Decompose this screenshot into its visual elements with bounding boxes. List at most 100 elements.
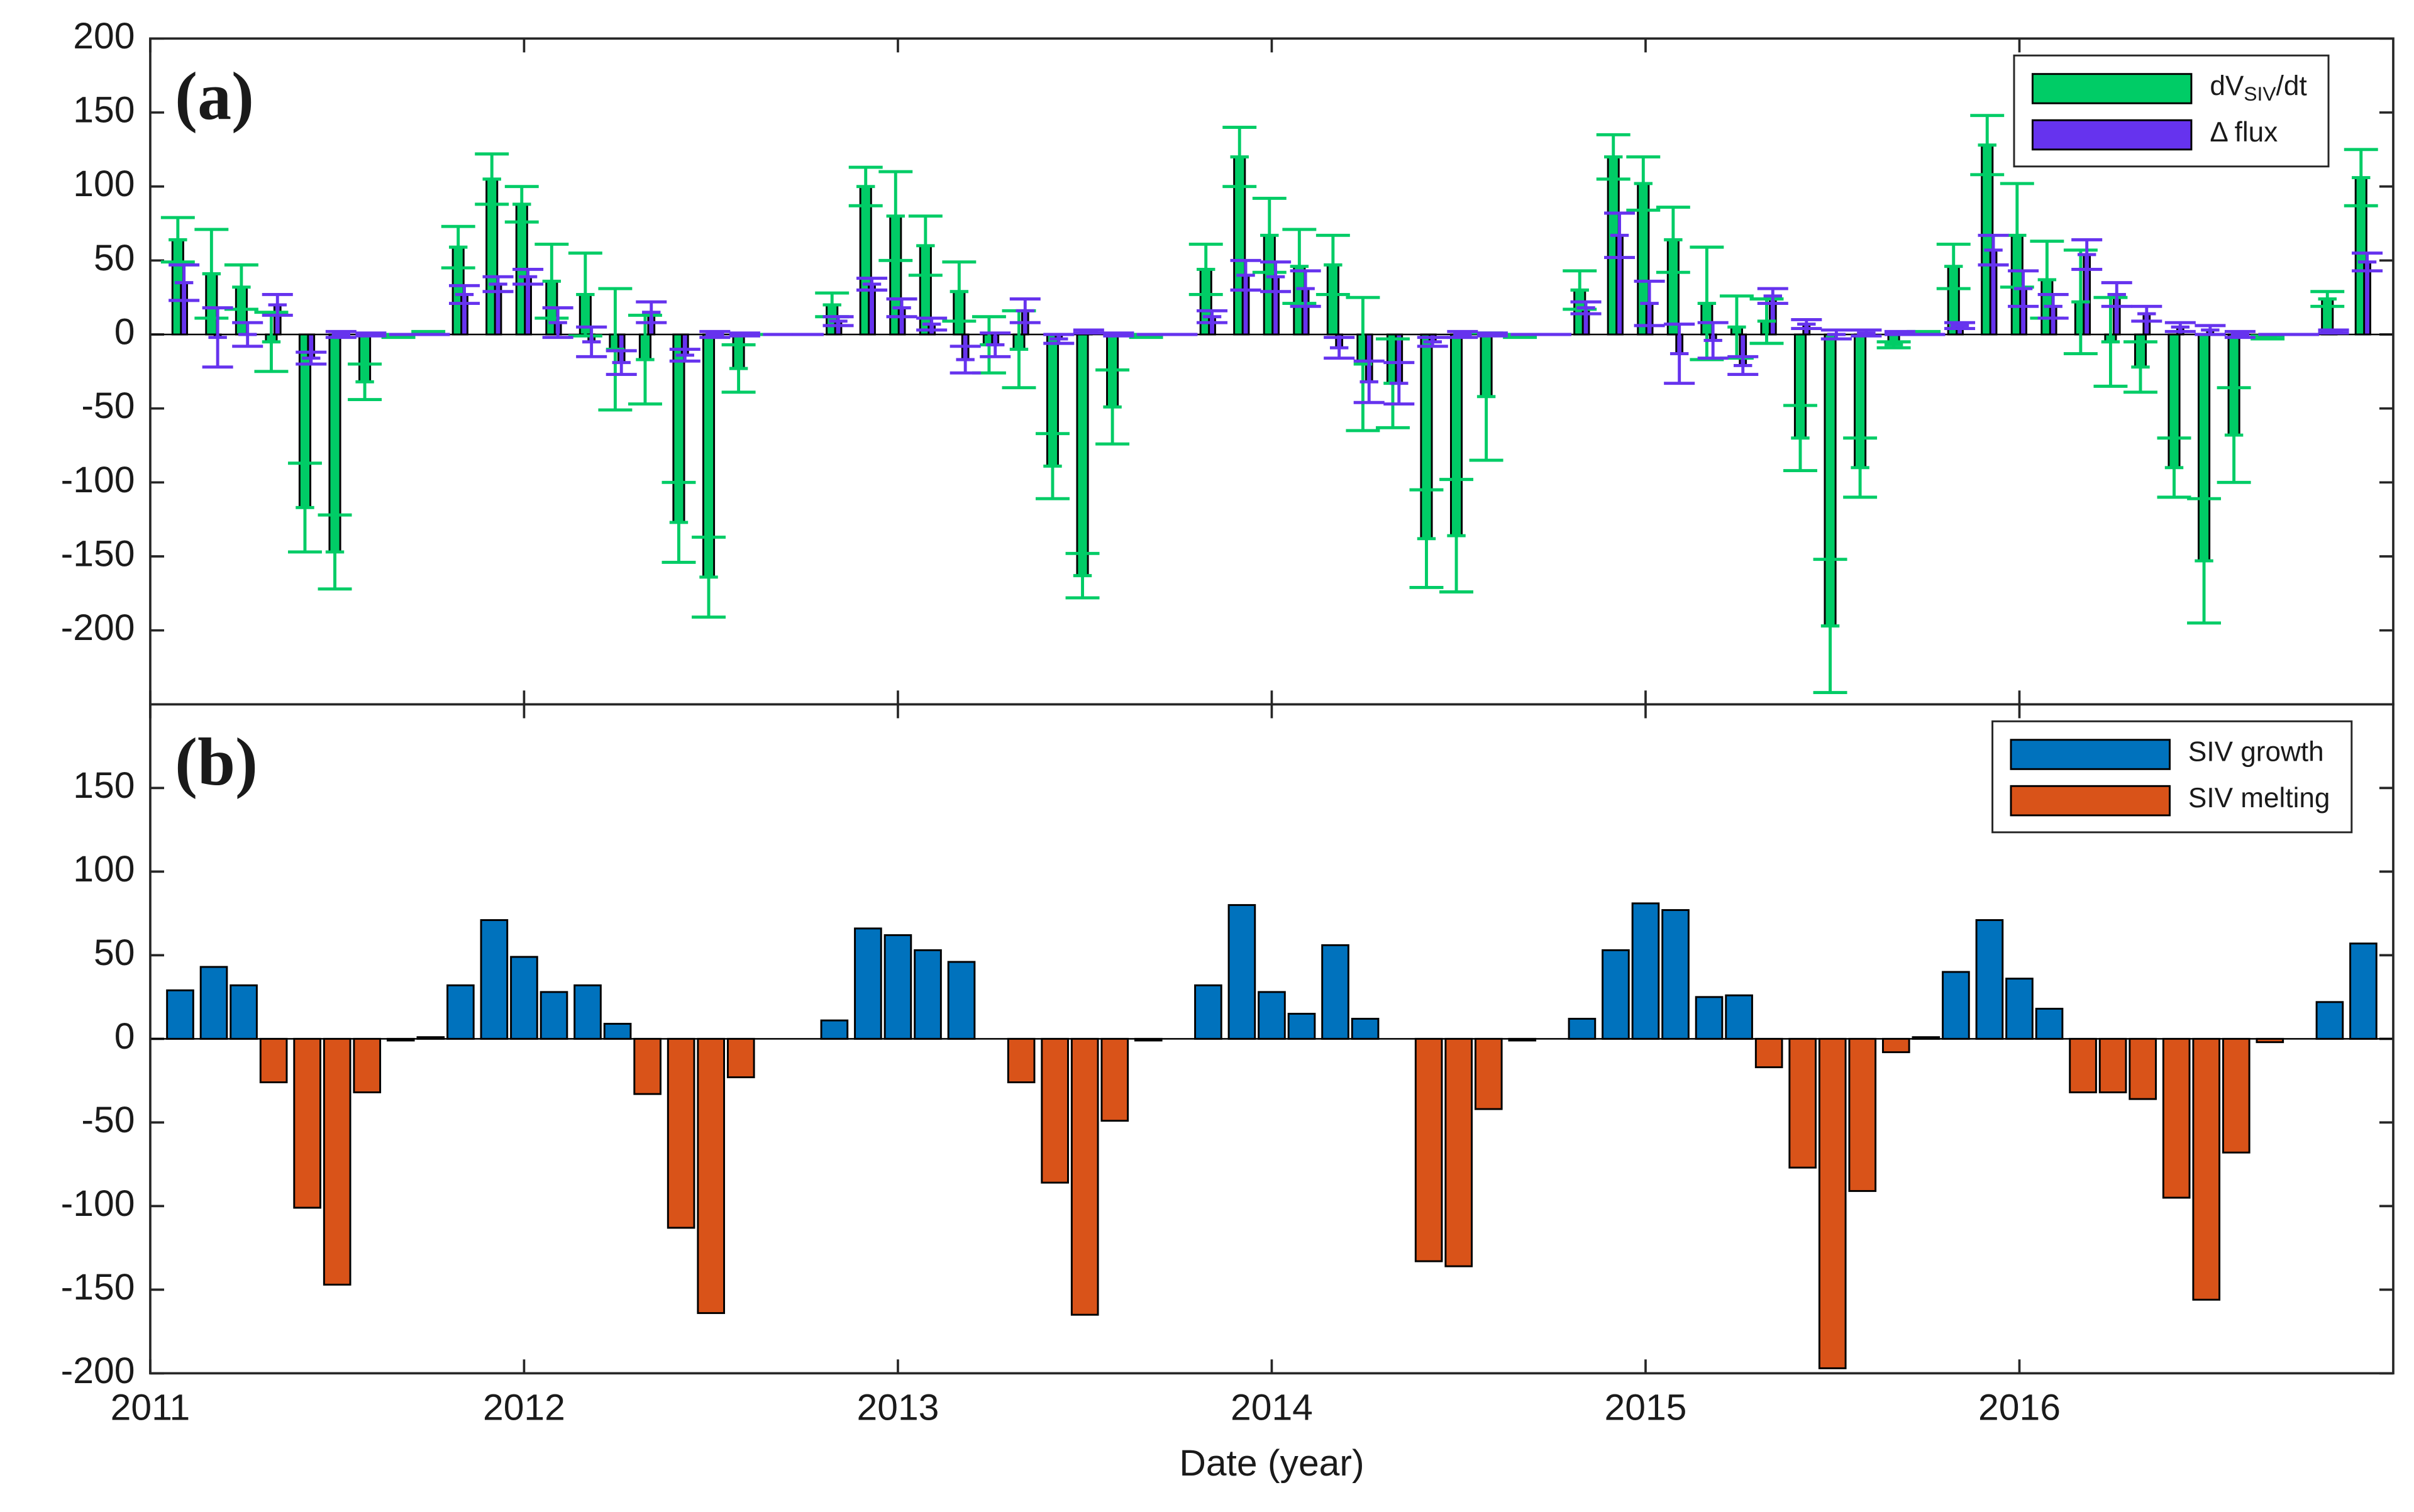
bar: [1695, 996, 1724, 1040]
error-bar: [2344, 148, 2378, 207]
error-bar: [2093, 295, 2128, 388]
error-bar: [1978, 233, 2009, 267]
error-bar: [202, 306, 233, 369]
bar: [1661, 909, 1690, 1040]
bar: [1725, 994, 1753, 1040]
bar: [2162, 1037, 2191, 1199]
error-bar: [2318, 328, 2349, 335]
bar: [1007, 1037, 1036, 1083]
error-bar: [1570, 300, 1602, 316]
bar: [1754, 1037, 1783, 1069]
bar: [1258, 991, 1286, 1040]
error-bar: [848, 165, 883, 207]
error-bar: [287, 461, 322, 554]
error-bar: [568, 251, 602, 338]
legend-label: dVSIV/dt: [2210, 70, 2306, 105]
error-bar: [2187, 497, 2222, 625]
error-bar: [1697, 321, 1729, 360]
panel-title: (a): [175, 59, 254, 134]
bar: [1474, 1037, 1503, 1110]
y-tick-label: 50: [94, 238, 135, 279]
y-tick-label: -100: [61, 1183, 135, 1224]
y-tick-label: 50: [94, 932, 135, 973]
plot-frame: [149, 703, 2395, 1375]
y-tick-label: 150: [73, 765, 135, 806]
error-bar: [628, 313, 662, 406]
bar: [259, 1037, 288, 1083]
error-bar: [1353, 359, 1385, 404]
bar: [2315, 1001, 2344, 1040]
error-bar: [662, 480, 696, 564]
bar: [1602, 949, 1630, 1040]
error-bar: [1260, 260, 1292, 294]
error-bar: [1230, 258, 1261, 292]
bar: [2192, 1037, 2221, 1301]
x-tick-label: 2016: [1978, 1388, 2061, 1428]
y-tick-label: 150: [73, 90, 135, 131]
y-tick-label: -150: [61, 1267, 135, 1308]
x-axis-label: Date (year): [1179, 1443, 1364, 1484]
bar: [1194, 984, 1222, 1040]
error-bar: [1409, 488, 1444, 589]
error-bar: [606, 349, 637, 376]
bar: [1227, 904, 1256, 1040]
bar: [1975, 919, 2004, 1040]
legend-swatch: [2010, 785, 2171, 817]
error-bar: [908, 214, 943, 277]
error-bar: [692, 535, 726, 619]
bar: [820, 1019, 849, 1040]
bar: [446, 984, 475, 1040]
bar: [573, 984, 602, 1040]
error-bar: [1783, 404, 1817, 472]
error-bar: [1843, 436, 1878, 499]
error-bar: [1604, 211, 1636, 260]
error-bar: [512, 267, 544, 286]
legend-swatch: [2031, 73, 2193, 104]
error-bar: [669, 348, 700, 363]
bar: [633, 1037, 662, 1095]
error-bar: [348, 362, 382, 401]
error-bar: [441, 224, 475, 270]
bar: [2069, 1037, 2097, 1093]
error-bar: [296, 350, 327, 366]
error-bar: [1197, 309, 1228, 324]
legend-swatch: [2010, 739, 2171, 770]
error-bar: [1222, 126, 1257, 189]
error-bar: [1970, 114, 2005, 177]
error-bar: [1749, 297, 1784, 345]
y-tick-label: 100: [73, 849, 135, 890]
error-bar: [1727, 355, 1759, 376]
error-bar: [721, 343, 756, 394]
bar: [1848, 1037, 1877, 1192]
y-tick-label: -50: [81, 1100, 135, 1140]
bar: [353, 1037, 382, 1093]
error-bar: [232, 321, 263, 348]
bar: [1881, 1037, 1910, 1054]
error-bar: [576, 325, 607, 358]
error-bar: [1936, 242, 1971, 290]
error-bar: [448, 284, 480, 306]
legend-label-sub: SIV: [2244, 82, 2276, 105]
x-tick-label: 2011: [111, 1388, 191, 1428]
bar: [2363, 261, 2371, 336]
error-bar: [1813, 558, 1847, 694]
error-bar: [1065, 551, 1100, 600]
error-bar: [194, 228, 229, 320]
error-bar: [950, 345, 981, 375]
bar: [697, 1037, 726, 1315]
y-tick-label: -100: [61, 460, 135, 500]
error-bar: [504, 185, 539, 224]
bar: [386, 1037, 415, 1042]
y-tick-label: 0: [114, 1016, 135, 1057]
y-tick-label: 0: [114, 312, 135, 353]
error-bar: [1476, 331, 1508, 338]
bar: [480, 919, 509, 1040]
error-bar: [2251, 334, 2285, 341]
bar: [293, 1037, 321, 1209]
bar: [603, 1022, 632, 1040]
error-bar: [1417, 336, 1448, 348]
legend-label-part: /dt: [2276, 70, 2307, 101]
error-bar: [1009, 297, 1041, 324]
error-bar: [822, 315, 854, 328]
